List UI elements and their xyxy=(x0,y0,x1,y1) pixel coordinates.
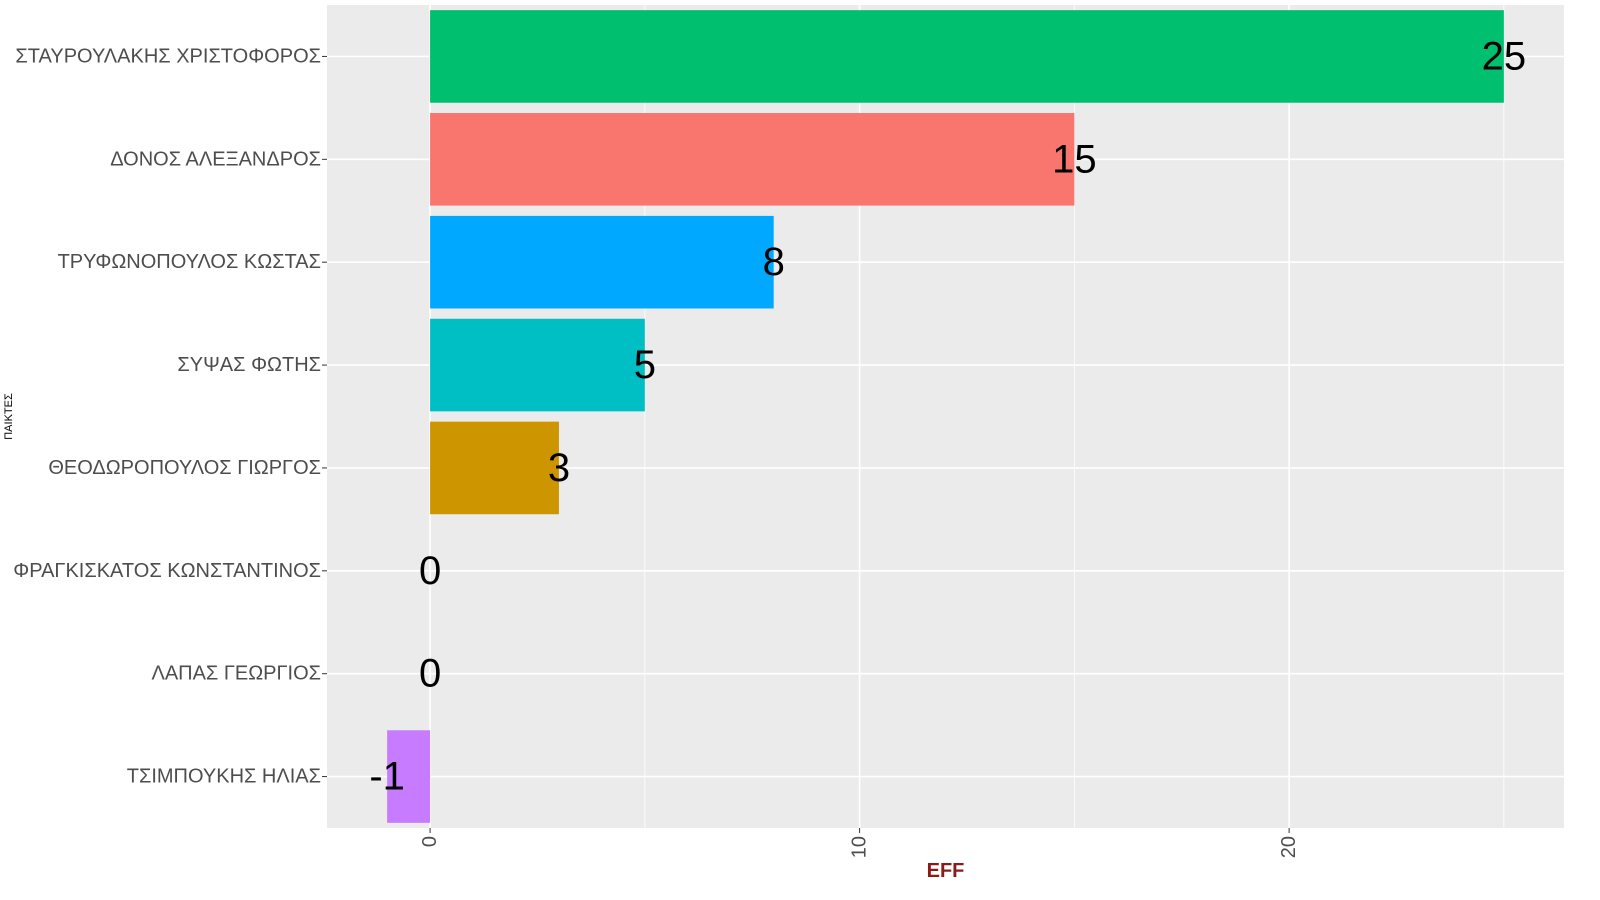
x-axis: 0 10 20 xyxy=(419,828,1300,858)
bar-value-label: 25 xyxy=(1482,34,1527,78)
bar-value-label: 3 xyxy=(548,446,570,490)
y-axis-title: ΠΑΙΚΤΕΣ xyxy=(3,393,15,440)
y-tick-label: ΤΣΙΜΠΟΥΚΗΣ ΗΛΙΑΣ xyxy=(127,766,321,788)
bar-value-labels: 25 15 8 5 3 0 0 -1 xyxy=(369,34,1526,798)
x-tick-label: 10 xyxy=(849,836,871,858)
bar xyxy=(430,421,559,515)
y-tick-label: ΔΟΝΟΣ ΑΛΕΞΑΝΔΡΟΣ xyxy=(110,148,321,170)
x-tick-label: 20 xyxy=(1278,836,1300,858)
x-tick-label: 0 xyxy=(419,836,441,847)
bar xyxy=(430,10,1504,103)
y-tick-label: ΣΥΨΑΣ ΦΩΤΗΣ xyxy=(177,354,321,376)
y-tick-label: ΘΕΟΔΩΡΟΠΟΥΛΟΣ ΓΙΩΡΓΟΣ xyxy=(48,457,321,479)
bar xyxy=(387,730,431,823)
y-tick-label: ΣΤΑΥΡΟΥΛΑΚΗΣ ΧΡΙΣΤΟΦΟΡΟΣ xyxy=(15,45,321,67)
y-tick-label: ΛΑΠΑΣ ΓΕΩΡΓΙΟΣ xyxy=(151,663,321,685)
bar xyxy=(430,215,774,309)
bar-value-label: 8 xyxy=(763,240,785,284)
y-axis: ΣΤΑΥΡΟΥΛΑΚΗΣ ΧΡΙΣΤΟΦΟΡΟΣ ΔΟΝΟΣ ΑΛΕΞΑΝΔΡΟΣ… xyxy=(13,45,327,788)
y-tick-label: ΦΡΑΓΚΙΣΚΑΤΟΣ ΚΩΝΣΤΑΝΤΙΝΟΣ xyxy=(13,560,321,582)
x-axis-title: EFF xyxy=(927,860,965,882)
y-tick-label: ΤΡΥΦΩΝΟΠΟΥΛΟΣ ΚΩΣΤΑΣ xyxy=(58,251,321,273)
bar-value-label: 5 xyxy=(634,343,656,387)
bar-value-label: -1 xyxy=(369,755,405,799)
bar-value-label: 0 xyxy=(419,652,441,696)
bar-value-label: 0 xyxy=(419,549,441,593)
bar xyxy=(430,318,645,412)
bar xyxy=(430,113,1075,206)
bar-value-label: 15 xyxy=(1052,137,1097,181)
bars xyxy=(387,10,1504,823)
